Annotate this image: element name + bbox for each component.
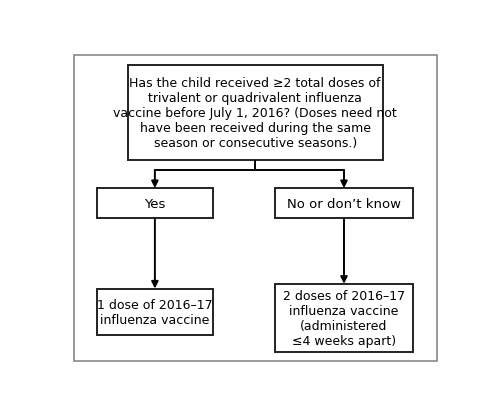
Bar — [97, 189, 213, 219]
Bar — [128, 65, 382, 161]
Text: Yes: Yes — [144, 197, 165, 210]
Bar — [274, 284, 413, 352]
Text: Has the child received ≥2 total doses of
trivalent or quadrivalent influenza
vac: Has the child received ≥2 total doses of… — [114, 77, 397, 150]
Bar — [97, 289, 213, 335]
Text: 1 dose of 2016–17
influenza vaccine: 1 dose of 2016–17 influenza vaccine — [97, 298, 213, 326]
Text: No or don’t know: No or don’t know — [287, 197, 401, 210]
Text: 2 doses of 2016–17
influenza vaccine
(administered
≤4 weeks apart): 2 doses of 2016–17 influenza vaccine (ad… — [283, 290, 405, 347]
Bar — [274, 189, 413, 219]
